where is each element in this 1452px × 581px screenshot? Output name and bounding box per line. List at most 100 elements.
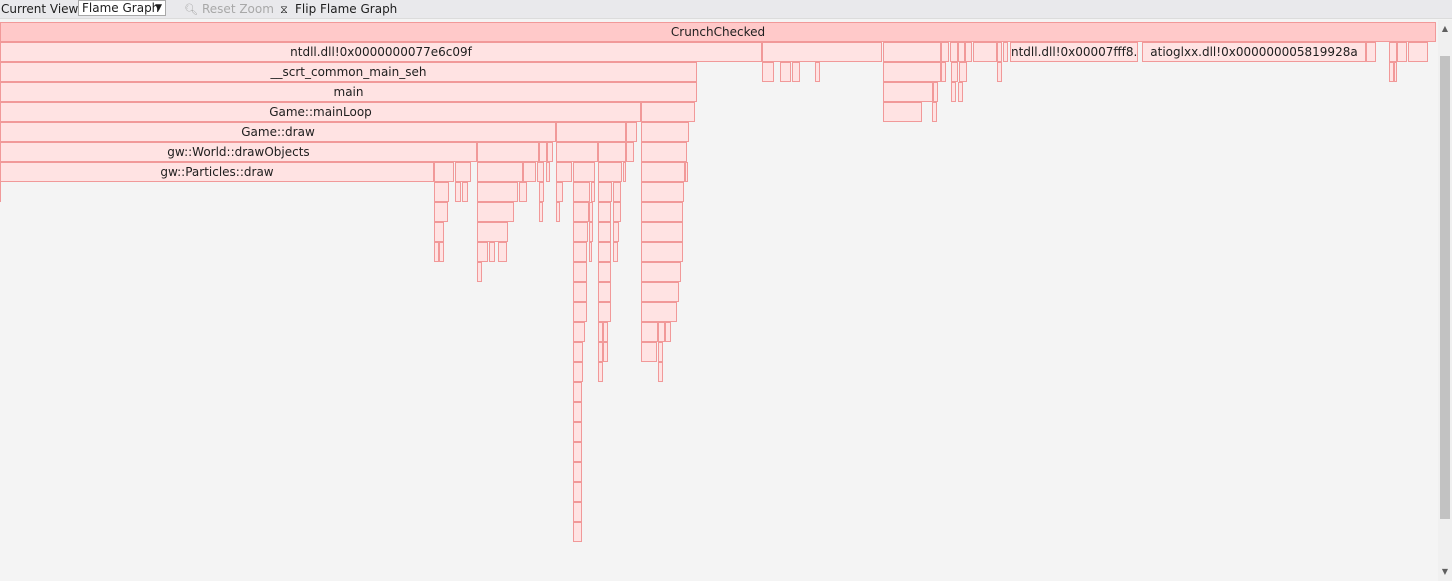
frame[interactable] [641,142,687,162]
frame[interactable] [951,62,958,82]
frame[interactable] [573,222,588,242]
frame-ntdll-main[interactable]: ntdll.dll!0x0000000077e6c09f [0,42,762,62]
frame[interactable] [573,382,582,402]
frame[interactable] [598,202,611,222]
frame[interactable] [792,62,800,82]
frame[interactable] [1389,42,1397,62]
frame[interactable] [626,122,637,142]
frame[interactable] [434,182,449,202]
frame[interactable] [973,42,997,62]
frame[interactable] [997,62,1002,82]
frame[interactable] [477,202,514,222]
frame[interactable] [0,182,1,202]
frame[interactable] [1394,62,1397,82]
frame[interactable] [641,322,658,342]
frame[interactable] [589,242,592,262]
frame-world-drawobjects[interactable]: gw::World::drawObjects [0,142,477,162]
frame[interactable] [439,242,444,262]
frame[interactable] [539,182,544,202]
scroll-up-arrow-icon[interactable]: ▲ [1441,24,1449,33]
frame[interactable] [641,202,683,222]
frame[interactable] [951,82,956,102]
frame[interactable] [815,62,820,82]
frame[interactable] [762,42,882,62]
frame[interactable] [883,42,941,62]
frame[interactable] [573,182,590,202]
frame[interactable] [598,262,611,282]
frame[interactable] [941,62,946,82]
frame[interactable] [959,62,967,82]
frame[interactable] [573,262,587,282]
vertical-scrollbar[interactable]: ▲ ▼ [1438,20,1452,581]
frame[interactable] [997,42,1002,62]
frame[interactable] [641,102,695,122]
frame[interactable] [658,342,663,362]
frame[interactable] [780,62,791,82]
frame[interactable] [477,222,508,242]
frame[interactable] [641,342,657,362]
frame[interactable] [626,142,634,162]
frame[interactable] [1397,42,1407,62]
frame[interactable] [883,62,941,82]
frame[interactable] [573,342,583,362]
frame[interactable] [641,222,683,242]
frame[interactable] [556,162,572,182]
frame[interactable] [883,102,922,122]
frame[interactable] [434,242,439,262]
frame[interactable] [556,182,563,202]
frame[interactable] [573,282,587,302]
frame[interactable] [573,202,589,222]
frame[interactable] [573,522,582,542]
frame[interactable] [573,322,585,342]
scrollbar-thumb[interactable] [1440,56,1450,519]
frame[interactable] [933,82,938,102]
frame[interactable] [477,262,482,282]
frame[interactable] [477,242,488,262]
frame[interactable] [665,322,671,342]
frame[interactable] [598,302,611,322]
frame[interactable] [434,162,454,182]
scroll-down-arrow-icon[interactable]: ▼ [1441,567,1449,576]
frame[interactable] [613,222,619,242]
frame[interactable] [598,222,611,242]
frame[interactable] [598,182,612,202]
frame[interactable] [547,142,553,162]
frame[interactable] [589,202,593,222]
frame[interactable] [685,162,688,182]
frame[interactable] [641,282,679,302]
frame[interactable] [658,362,663,382]
frame[interactable] [573,162,595,182]
frame[interactable] [598,322,603,342]
frame[interactable] [477,162,523,182]
frame[interactable] [489,242,495,262]
frame[interactable] [573,422,582,442]
frame[interactable] [641,122,689,142]
frame[interactable] [762,62,774,82]
frame[interactable] [537,162,544,182]
frame[interactable] [573,242,587,262]
frame[interactable] [603,342,608,362]
reset-zoom-button[interactable]: 🔍︎ Reset Zoom [184,1,274,17]
flip-flame-graph-button[interactable]: ⧖ Flip Flame Graph [277,1,397,17]
frame[interactable] [523,162,536,182]
frame[interactable] [477,142,539,162]
frame[interactable] [603,322,608,342]
frame[interactable] [589,222,593,242]
frame[interactable] [965,42,972,62]
frame[interactable] [539,142,547,162]
frame[interactable] [598,242,611,262]
frame[interactable] [950,42,958,62]
frame-particles-draw[interactable]: gw::Particles::draw [0,162,434,182]
frame[interactable] [573,362,583,382]
frame[interactable] [573,302,587,322]
frame[interactable] [883,82,933,102]
frame[interactable] [598,282,611,302]
frame[interactable] [958,82,963,102]
frame[interactable] [613,242,618,262]
frame[interactable] [573,502,582,522]
frame-main[interactable]: main [0,82,697,102]
frame[interactable] [573,482,582,502]
frame[interactable] [641,182,684,202]
frame[interactable] [1408,42,1428,62]
frame[interactable] [591,182,595,202]
